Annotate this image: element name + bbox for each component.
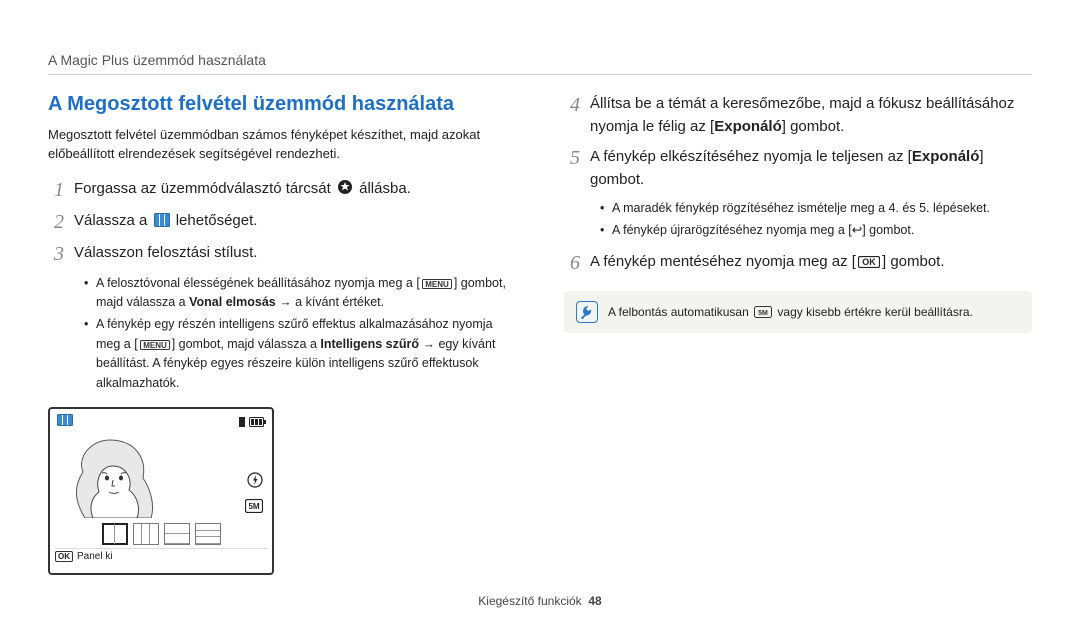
svg-text:MENU: MENU xyxy=(143,341,167,350)
split-mode-icon xyxy=(57,414,73,426)
screen-preview: 5M xyxy=(55,430,267,518)
layout-picker xyxy=(55,518,267,548)
svg-text:MENU: MENU xyxy=(425,280,449,289)
note-box: A felbontás automatikusan 5M vagy kisebb… xyxy=(564,291,1032,333)
bold-text: Exponáló xyxy=(912,148,980,165)
text-fragment: ] gombot. xyxy=(882,253,945,270)
note-text: A felbontás automatikusan 5M vagy kisebb… xyxy=(608,305,973,319)
resolution-icon: 5M xyxy=(245,499,263,518)
text-fragment: vagy kisebb értékre kerül beállításra. xyxy=(774,305,973,319)
bold-text: Vonal elmosás xyxy=(189,295,276,309)
footer-label: Kiegészítő funkciók xyxy=(478,594,581,608)
screen-statusbar xyxy=(55,414,267,430)
layout-option-3row[interactable] xyxy=(195,523,221,545)
step-text: Válasszon felosztási stílust. xyxy=(74,242,516,265)
svg-text:5M: 5M xyxy=(758,310,768,317)
text-fragment: A fénykép mentéséhez nyomja meg az [ xyxy=(590,253,856,270)
split-mode-icon xyxy=(154,213,170,227)
svg-text:5M: 5M xyxy=(248,502,259,511)
breadcrumb: A Magic Plus üzemmód használata xyxy=(48,52,1032,68)
bullet-item: A felosztóvonal élességének beállításáho… xyxy=(84,274,516,313)
layout-option-2row[interactable] xyxy=(164,523,190,545)
step-6: 6 A fénykép mentéséhez nyomja meg az [ OK… xyxy=(564,251,1032,275)
right-column: 4 Állítsa be a témát a keresőmezőbe, maj… xyxy=(564,93,1032,575)
layout-option-3col[interactable] xyxy=(133,523,159,545)
step-1: 1 Forgassa az üzemmódválasztó tárcsát ál… xyxy=(48,178,516,202)
step-number: 3 xyxy=(48,242,64,266)
bullet-item: A fénykép újrarögzítéséhez nyomja meg a … xyxy=(600,221,1032,240)
note-icon xyxy=(576,301,598,323)
divider xyxy=(48,74,1032,75)
bold-text: Exponáló xyxy=(714,118,782,135)
step-number: 6 xyxy=(564,251,580,275)
step-5-bullets: A maradék fénykép rögzítéséhez ismételje… xyxy=(600,199,1032,241)
page-footer: Kiegészítő funkciók 48 xyxy=(0,594,1080,608)
portrait-illustration xyxy=(55,432,165,518)
text-fragment: ] gombot, majd válassza a xyxy=(172,337,321,351)
text-fragment: állásba. xyxy=(355,180,411,197)
resolution-icon: 5M xyxy=(754,306,772,318)
panel-label: Panel ki xyxy=(77,551,113,562)
mode-dial-icon xyxy=(337,179,353,195)
text-fragment: A felosztóvonal élességének beállításáho… xyxy=(96,276,420,290)
bullet-item: A maradék fénykép rögzítéséhez ismételje… xyxy=(600,199,1032,218)
step-number: 4 xyxy=(564,93,580,117)
text-fragment: lehetőséget. xyxy=(172,212,258,229)
text-fragment: Válassza a xyxy=(74,212,152,229)
page-number: 48 xyxy=(588,594,601,608)
ok-icon: OK xyxy=(55,551,73,562)
text-fragment: ] gombot. xyxy=(782,118,845,135)
layout-option-2col[interactable] xyxy=(102,523,128,545)
menu-icon: MENU xyxy=(422,279,452,289)
two-column-layout: A Megosztott felvétel üzemmód használata… xyxy=(48,93,1032,575)
text-fragment: → a kívánt értéket. xyxy=(276,295,384,309)
text-fragment: A fénykép elkészítéséhez nyomja le telje… xyxy=(590,148,912,165)
step-3: 3 Válasszon felosztási stílust. xyxy=(48,242,516,266)
step-text: A fénykép mentéséhez nyomja meg az [ OK ] … xyxy=(590,251,1032,274)
intro-text: Megosztott felvétel üzemmódban számos fé… xyxy=(48,126,516,164)
camera-screen-mock: 5M OK Panel ki xyxy=(48,407,274,575)
step-5: 5 A fénykép elkészítéséhez nyomja le tel… xyxy=(564,146,1032,191)
step-3-bullets: A felosztóvonal élességének beállításáho… xyxy=(84,274,516,393)
step-number: 1 xyxy=(48,178,64,202)
bullet-item: A fénykép egy részén intelligens szűrő e… xyxy=(84,315,516,393)
step-2: 2 Válassza a lehetőséget. xyxy=(48,210,516,234)
ok-icon: OK xyxy=(858,256,880,268)
bold-text: Intelligens szűrő xyxy=(320,337,419,351)
svg-text:OK: OK xyxy=(862,257,876,267)
screen-bottombar: OK Panel ki xyxy=(55,548,267,562)
left-column: A Megosztott felvétel üzemmód használata… xyxy=(48,93,516,575)
step-text: Állítsa be a témát a keresőmezőbe, majd … xyxy=(590,93,1032,138)
text-fragment: A felbontás automatikusan xyxy=(608,305,752,319)
menu-icon: MENU xyxy=(140,340,170,350)
step-number: 5 xyxy=(564,146,580,170)
step-text: Forgassa az üzemmódválasztó tárcsát állá… xyxy=(74,178,516,201)
step-text: Válassza a lehetőséget. xyxy=(74,210,516,233)
text-fragment: Forgassa az üzemmódválasztó tárcsát xyxy=(74,180,335,197)
flash-icon xyxy=(247,472,263,493)
step-number: 2 xyxy=(48,210,64,234)
step-text: A fénykép elkészítéséhez nyomja le telje… xyxy=(590,146,1032,191)
section-title: A Megosztott felvétel üzemmód használata xyxy=(48,93,516,116)
step-4: 4 Állítsa be a témát a keresőmezőbe, maj… xyxy=(564,93,1032,138)
